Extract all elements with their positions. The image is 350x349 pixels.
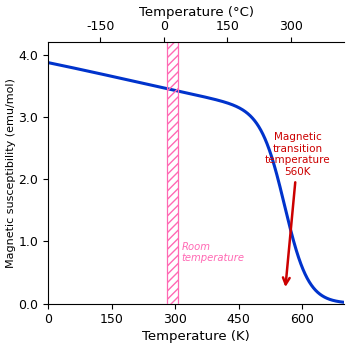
Text: Room
temperature: Room temperature <box>181 242 244 263</box>
X-axis label: Temperature (K): Temperature (K) <box>142 331 250 343</box>
Y-axis label: Magnetic susceptibility (emu/mol): Magnetic susceptibility (emu/mol) <box>6 78 15 268</box>
Text: Magnetic
transition
temperature
560K: Magnetic transition temperature 560K <box>265 132 331 284</box>
X-axis label: Temperature (°C): Temperature (°C) <box>139 6 254 18</box>
